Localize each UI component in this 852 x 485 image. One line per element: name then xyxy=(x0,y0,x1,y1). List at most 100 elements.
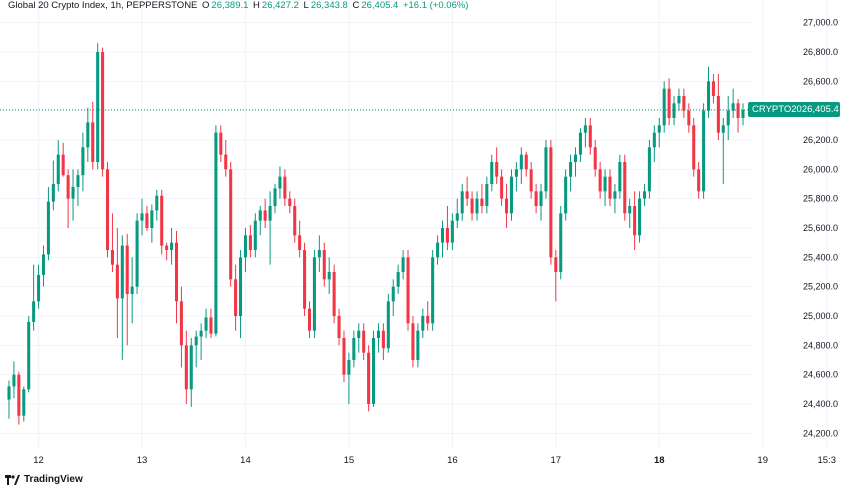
candle xyxy=(332,264,336,324)
candle xyxy=(81,132,85,192)
x-tick-label: 18 xyxy=(654,455,665,466)
candle xyxy=(401,250,405,280)
candle xyxy=(367,345,371,412)
candle xyxy=(337,308,341,346)
candle xyxy=(110,213,114,272)
candle xyxy=(657,118,661,148)
candle xyxy=(214,125,218,337)
candle xyxy=(105,162,110,258)
candle xyxy=(421,308,425,338)
candle xyxy=(529,162,533,199)
tradingview-logo-icon xyxy=(5,474,20,485)
candle xyxy=(692,118,696,177)
candle xyxy=(66,169,70,228)
candle xyxy=(613,184,617,214)
candle xyxy=(495,147,499,184)
candle xyxy=(731,88,735,118)
y-tick-label: 25,000.0 xyxy=(803,311,838,321)
candle xyxy=(46,186,50,261)
candle xyxy=(204,308,208,338)
candle xyxy=(583,118,587,148)
candle xyxy=(179,286,183,368)
candle xyxy=(633,191,637,250)
candle xyxy=(406,250,410,331)
candle xyxy=(160,189,164,255)
y-tick-label: 25,200.0 xyxy=(803,282,838,292)
candle xyxy=(258,206,262,236)
candle xyxy=(298,220,302,258)
candle xyxy=(96,43,100,170)
candle xyxy=(475,191,479,221)
x-tick-label: 13 xyxy=(137,455,148,466)
candle xyxy=(234,264,238,331)
candle xyxy=(362,323,366,360)
candle xyxy=(248,225,252,258)
candle xyxy=(342,330,346,382)
price-tag-symbol: CRYPTO20 xyxy=(752,104,802,116)
candle xyxy=(32,264,36,331)
candle xyxy=(588,118,592,155)
candle xyxy=(120,235,124,360)
y-tick-label: 24,800.0 xyxy=(803,340,838,350)
candle xyxy=(150,204,154,243)
candle xyxy=(652,125,656,162)
candle xyxy=(470,191,474,221)
x-tick-label: 14 xyxy=(240,455,251,466)
candle xyxy=(519,147,523,184)
low-label: L xyxy=(303,0,309,11)
candle xyxy=(618,154,622,199)
candle xyxy=(17,371,21,425)
symbol-title: Global 20 Crypto Index, 1h, PEPPERSTONE xyxy=(8,0,198,11)
candle xyxy=(56,140,60,192)
candle xyxy=(672,96,676,126)
candle xyxy=(322,242,326,287)
candle xyxy=(7,380,11,419)
y-tick-label: 27,000.0 xyxy=(803,18,838,28)
candle xyxy=(642,184,647,206)
candle xyxy=(386,294,390,353)
candle xyxy=(283,169,287,206)
candle xyxy=(490,154,494,192)
time-axis[interactable]: 12 13 14 15 16 17 18 19 15:3 xyxy=(33,455,836,466)
candle xyxy=(416,323,420,368)
tradingview-logo[interactable]: TradingView xyxy=(5,474,83,485)
candle xyxy=(593,140,597,177)
candle xyxy=(303,242,307,316)
y-tick-label: 25,800.0 xyxy=(803,194,838,204)
low-value: 26,343.8 xyxy=(310,0,348,11)
candle xyxy=(716,74,720,140)
candle xyxy=(500,169,504,206)
candle xyxy=(91,101,95,170)
candle xyxy=(243,228,247,272)
y-tick-label: 24,400.0 xyxy=(803,399,838,409)
candle xyxy=(41,245,46,287)
y-tick-label: 26,600.0 xyxy=(803,76,838,86)
candle xyxy=(125,233,129,346)
candle xyxy=(534,184,538,214)
candle xyxy=(554,250,558,302)
candle xyxy=(445,206,449,250)
price-axis[interactable]: 24,200.0 24,400.0 24,600.0 24,800.0 25,000.0… xyxy=(803,18,838,439)
candle xyxy=(697,162,701,199)
candle xyxy=(450,213,454,250)
candle xyxy=(598,162,602,199)
candle xyxy=(357,323,361,353)
candle xyxy=(514,162,518,192)
candle xyxy=(726,96,730,140)
candle xyxy=(647,140,651,199)
y-tick-label: 24,200.0 xyxy=(803,428,838,438)
open-label: O xyxy=(202,0,210,11)
open-value: 26,389.1 xyxy=(211,0,249,11)
candle xyxy=(687,103,691,133)
candle xyxy=(623,154,627,221)
candle xyxy=(327,257,331,294)
candle xyxy=(189,338,193,407)
high-label: H xyxy=(253,0,260,11)
x-tick-label: 15:3 xyxy=(817,455,836,466)
candle xyxy=(381,323,385,360)
candle xyxy=(391,279,395,316)
candle xyxy=(524,151,528,177)
y-tick-label: 26,000.0 xyxy=(803,164,838,174)
candle xyxy=(347,352,351,404)
